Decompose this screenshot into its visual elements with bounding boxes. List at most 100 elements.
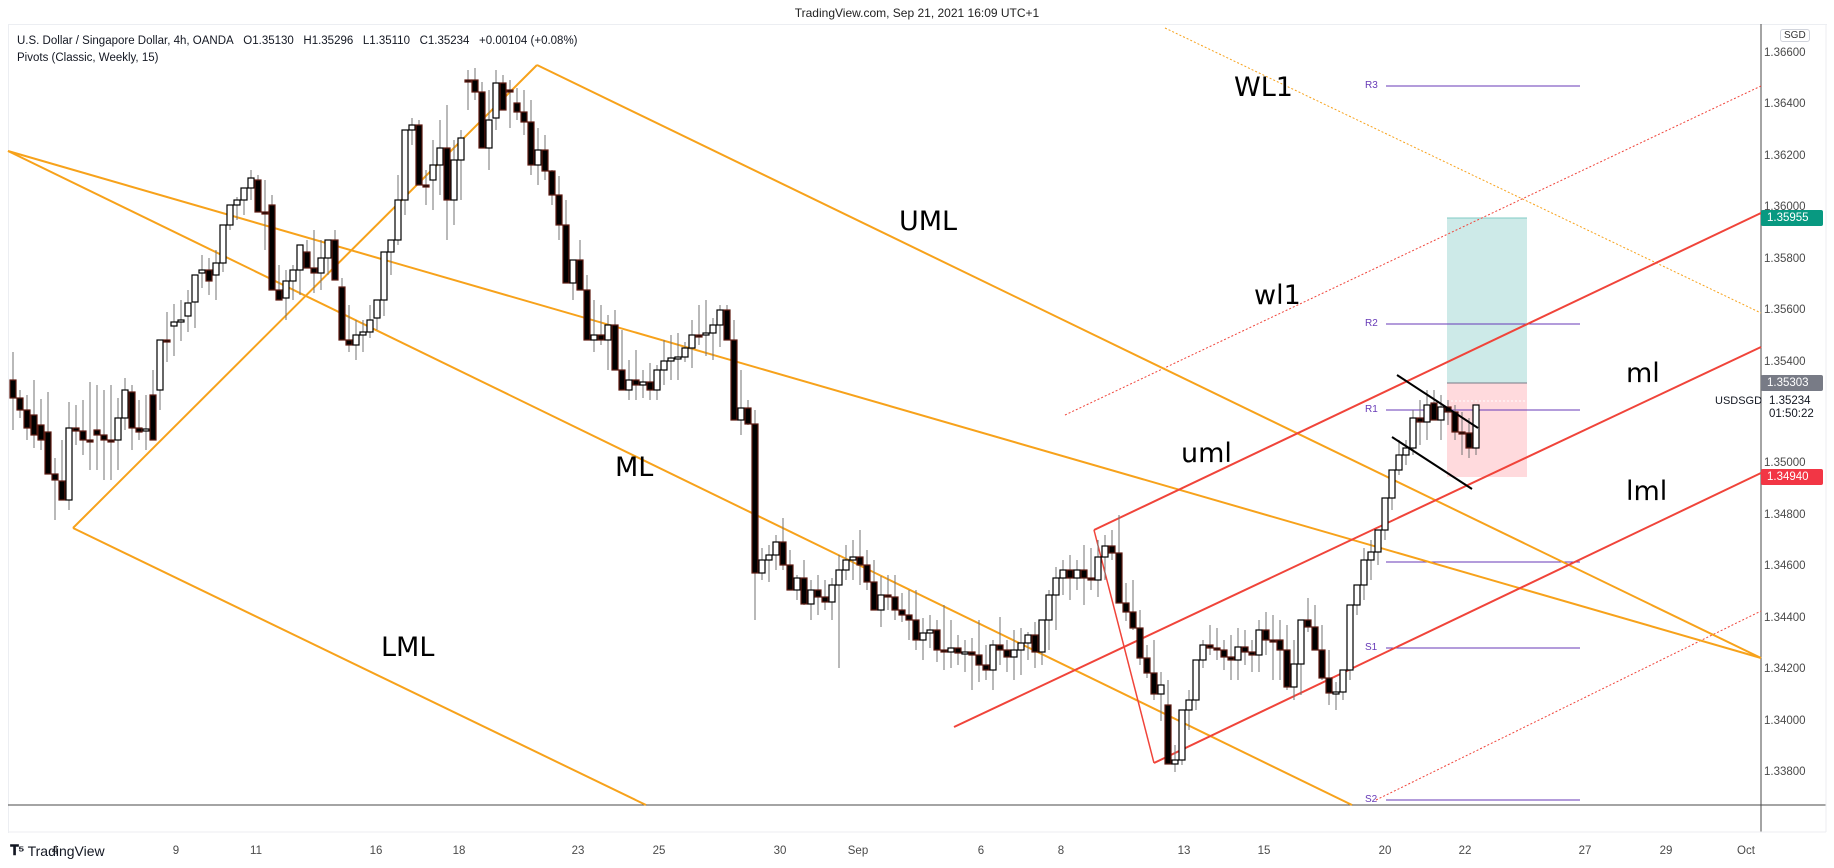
flag-lower-line[interactable] <box>1391 436 1473 490</box>
bearish-candle <box>1325 677 1333 694</box>
bullish-candle <box>1024 634 1032 644</box>
price-tick: 1.34000 <box>1764 715 1806 727</box>
bearish-candle <box>751 423 759 574</box>
pivot-lines <box>1386 85 1580 801</box>
bearish-candle <box>254 179 262 213</box>
bearish-candle <box>415 124 423 186</box>
lower-warning-line[interactable] <box>1375 610 1762 801</box>
bearish-candle <box>1080 569 1088 579</box>
bearish-candle <box>1066 569 1074 579</box>
bullish-candle <box>1010 649 1018 658</box>
chart-caption: TradingView.com, Sep 21, 2021 16:09 UTC+… <box>794 6 1040 20</box>
bullish-candle <box>177 319 185 323</box>
bearish-candle <box>1213 647 1221 651</box>
bearish-candle <box>23 409 31 429</box>
bearish-candle <box>163 339 171 343</box>
bullish-candle <box>191 274 199 303</box>
ohlc-high: H1.35296 <box>303 35 354 47</box>
uml-minor-line[interactable] <box>1093 212 1762 531</box>
time-tick: 11 <box>250 845 262 857</box>
drawing-label-wl1[interactable]: WL1 <box>1234 72 1293 103</box>
currency-badge[interactable]: SGD <box>1780 29 1810 42</box>
bullish-candle <box>765 554 773 561</box>
target-zone[interactable] <box>1447 218 1527 383</box>
bullish-candle <box>1094 556 1102 581</box>
bearish-candle <box>471 79 479 93</box>
drawing-label-ml[interactable]: ML <box>615 452 654 483</box>
bearish-candle <box>597 334 605 341</box>
bearish-candle <box>310 267 318 274</box>
bullish-candle <box>653 369 661 391</box>
plot-area[interactable] <box>7 27 1762 806</box>
bullish-candle <box>296 244 304 271</box>
bullish-candle <box>317 257 325 274</box>
bullish-candle <box>1409 417 1417 449</box>
bullish-candle <box>1388 469 1396 499</box>
ml-line[interactable] <box>7 150 1353 806</box>
bearish-candle <box>905 614 913 621</box>
bullish-candle <box>919 632 927 641</box>
bullish-candle <box>1360 559 1368 586</box>
bullish-candle <box>408 124 416 131</box>
drawing-label-uml[interactable]: uml <box>1181 438 1232 469</box>
drawing-label-uml[interactable]: UML <box>899 206 958 237</box>
bearish-candle <box>1465 432 1473 449</box>
drawing-label-wl1[interactable]: wl1 <box>1254 280 1301 311</box>
bullish-candle <box>184 302 192 317</box>
bullish-candle <box>961 651 969 655</box>
bearish-candle <box>58 480 66 501</box>
bearish-candle <box>618 369 626 391</box>
bullish-candle <box>289 269 297 282</box>
symbol-label: USDSGD <box>1715 395 1763 407</box>
lml-line[interactable] <box>72 527 647 806</box>
flag-upper-line[interactable] <box>1396 374 1479 429</box>
time-tick: 8 <box>1057 845 1065 857</box>
bearish-candle <box>1122 602 1130 613</box>
bearish-candle <box>695 334 703 338</box>
bearish-candle <box>1241 646 1249 653</box>
bullish-candle <box>1045 594 1053 621</box>
lml-minor-line[interactable] <box>1153 472 1762 764</box>
bearish-candle <box>870 581 878 611</box>
drawing-label-ml[interactable]: ml <box>1626 358 1660 389</box>
bullish-candle <box>772 541 780 556</box>
bearish-candle <box>1304 619 1312 628</box>
bullish-candle <box>793 577 801 591</box>
bearish-candle <box>898 609 906 616</box>
price-tick: 1.36200 <box>1764 150 1806 162</box>
bearish-candle <box>1269 639 1277 643</box>
bearish-candle <box>548 170 556 196</box>
bullish-candle <box>1437 406 1445 421</box>
drawing-label-lml[interactable]: LML <box>381 632 435 663</box>
bearish-candle <box>331 239 339 281</box>
time-tick: 22 <box>1458 845 1472 857</box>
time-tick: 16 <box>369 845 383 857</box>
bearish-candle <box>954 647 962 654</box>
ml-minor-line[interactable] <box>953 346 1762 728</box>
bullish-candle <box>212 262 220 276</box>
bearish-candle <box>499 82 507 111</box>
tradingview-logo[interactable]: 𝐓⁵ TradingView <box>10 842 105 859</box>
bearish-candle <box>107 439 115 443</box>
bearish-candle <box>1262 629 1270 641</box>
bullish-candle <box>387 239 395 253</box>
bearish-candle <box>744 407 752 425</box>
bullish-candle <box>1381 497 1389 531</box>
indicator-legend[interactable]: Pivots (Classic, Weekly, 15) <box>17 52 159 64</box>
stop-zone[interactable] <box>1447 383 1527 477</box>
target-price-tag: 1.35955 <box>1761 210 1823 226</box>
bullish-candle <box>226 204 234 226</box>
uml-line[interactable] <box>536 64 1762 659</box>
entry-price-tag: 1.35303 <box>1761 375 1823 391</box>
bearish-candle <box>51 473 59 481</box>
wl1-lower-warning-line[interactable] <box>1064 85 1762 416</box>
bearish-candle <box>940 649 948 653</box>
bearish-candle <box>562 224 570 284</box>
drawing-label-lml[interactable]: lml <box>1626 476 1668 507</box>
bullish-candle <box>702 332 710 336</box>
bullish-candle <box>1402 447 1410 456</box>
bullish-candle <box>198 269 206 274</box>
bearish-candle <box>1143 657 1151 674</box>
bullish-candle <box>233 199 241 206</box>
